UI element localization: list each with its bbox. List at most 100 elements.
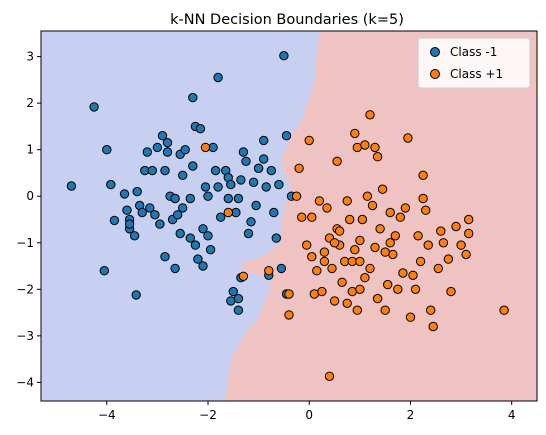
point-class-minus (216, 212, 226, 222)
point-class-plus (385, 207, 395, 218)
point-class-plus (418, 193, 428, 204)
x-axis: −4 −2 0 2 4 (98, 401, 516, 422)
y-tick-label: 1 (26, 143, 34, 157)
point-class-plus (464, 214, 474, 225)
point-class-plus (360, 273, 370, 283)
point-class-minus (233, 305, 244, 315)
point-class-minus (226, 296, 236, 306)
point-class-minus (185, 233, 196, 243)
point-class-minus (205, 245, 216, 255)
point-class-minus (200, 182, 211, 192)
point-class-plus (355, 235, 365, 246)
y-tick-label: −2 (16, 282, 34, 296)
point-class-plus (334, 226, 345, 236)
point-class-plus (451, 221, 461, 232)
legend-box (417, 37, 531, 89)
y-tick-label: −1 (16, 236, 34, 250)
point-class-minus (238, 147, 249, 157)
point-class-minus (157, 131, 168, 141)
point-class-minus (269, 207, 279, 218)
point-class-plus (337, 277, 347, 287)
point-class-minus (251, 200, 261, 211)
chart-title: k-NN Decision Boundaries (k=5) (170, 12, 404, 28)
point-class-minus (178, 203, 188, 213)
point-class-plus (426, 305, 436, 315)
point-class-minus (253, 163, 264, 174)
point-class-plus (415, 256, 426, 267)
point-class-minus (259, 135, 269, 146)
point-class-minus (102, 145, 112, 155)
point-class-plus (421, 205, 431, 215)
point-class-minus (248, 177, 259, 188)
point-class-minus (261, 182, 271, 192)
point-class-minus (129, 231, 140, 241)
point-class-plus (307, 252, 317, 262)
point-class-minus (241, 156, 251, 167)
point-class-minus (147, 165, 158, 176)
point-class-minus (145, 203, 155, 213)
point-class-minus (203, 231, 213, 241)
point-class-plus (377, 184, 388, 194)
point-class-plus (355, 256, 365, 267)
point-class-plus (329, 238, 340, 248)
point-class-plus (332, 156, 342, 167)
point-class-plus (297, 212, 307, 222)
point-class-plus (372, 293, 383, 304)
point-class-plus (312, 266, 322, 276)
point-class-minus (106, 179, 116, 190)
point-class-plus (395, 212, 405, 222)
point-class-minus (175, 228, 185, 239)
x-tick-label: −2 (199, 408, 217, 422)
point-class-plus (413, 231, 423, 241)
point-class-plus (365, 110, 375, 120)
plot-frame (40, 30, 538, 402)
point-class-plus (327, 263, 337, 274)
region-class-plus (225, 31, 537, 401)
point-class-minus (188, 161, 198, 171)
point-class-plus (436, 226, 446, 236)
point-class-plus (284, 289, 294, 299)
point-class-plus (314, 196, 325, 206)
point-class-minus (124, 219, 135, 229)
point-class-minus (226, 179, 236, 190)
point-class-plus (408, 270, 418, 280)
point-class-plus (367, 200, 378, 211)
point-class-minus (160, 165, 170, 176)
point-class-minus (193, 254, 203, 264)
point-class-plus (433, 263, 443, 274)
point-class-minus (131, 290, 141, 300)
point-class-minus (178, 170, 188, 181)
point-class-minus (246, 217, 256, 227)
point-class-plus (319, 247, 330, 257)
point-class-plus (403, 133, 413, 143)
point-class-minus (259, 154, 269, 164)
point-class-plus (375, 224, 385, 234)
point-class-plus (352, 305, 362, 315)
point-class-minus (170, 193, 180, 204)
point-class-minus (160, 252, 170, 262)
point-class-minus (162, 147, 173, 157)
point-class-minus (137, 207, 147, 218)
point-class-minus (99, 266, 110, 276)
point-class-minus (132, 186, 142, 197)
point-class-minus (155, 219, 165, 229)
point-class-plus (410, 284, 421, 294)
point-class-plus (438, 238, 449, 248)
point-class-minus (142, 147, 153, 157)
point-class-plus (322, 203, 332, 213)
point-class-plus (405, 312, 416, 322)
point-class-plus (355, 284, 365, 294)
point-class-plus (461, 249, 471, 260)
point-class-minus (198, 224, 208, 234)
point-class-minus (276, 263, 287, 274)
point-class-plus (499, 305, 509, 315)
point-class-minus (213, 182, 223, 192)
point-class-plus (350, 128, 360, 139)
point-class-plus (383, 279, 393, 290)
point-class-minus (195, 124, 206, 134)
point-class-plus (264, 266, 274, 276)
point-class-minus (109, 215, 120, 226)
point-class-minus (228, 286, 239, 297)
point-class-plus (464, 228, 474, 239)
